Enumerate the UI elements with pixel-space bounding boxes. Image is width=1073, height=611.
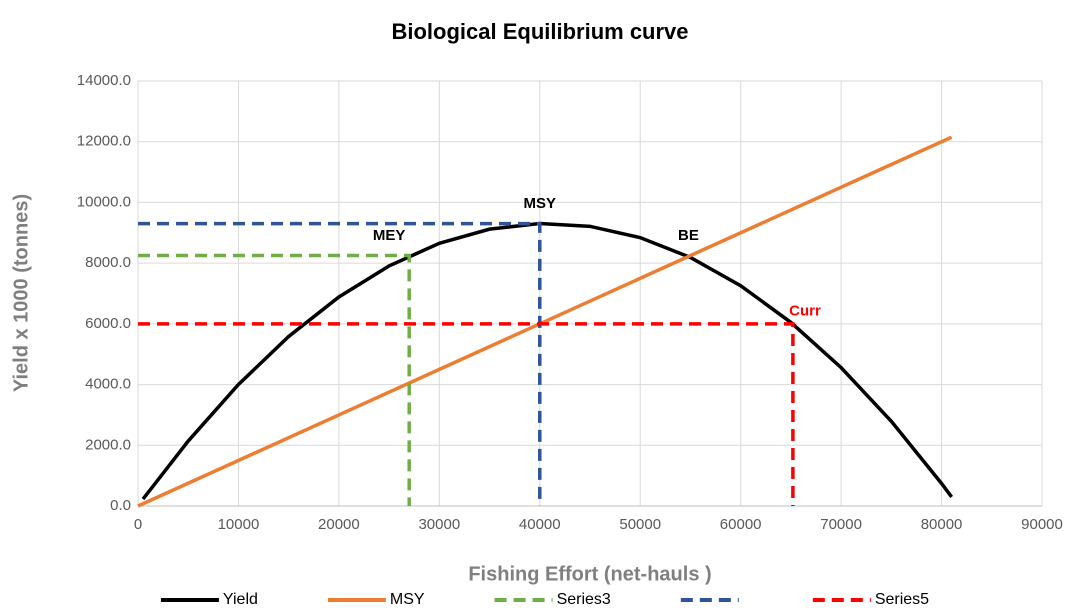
y-tick-label: 6000.0 [85,315,131,332]
legend: Yield MSY Series3 Series5 [160,591,929,608]
x-axis-title: Fishing Effort (net-hauls ) [468,563,711,585]
x-tick-label: 50000 [619,516,661,533]
series-line [141,221,954,501]
y-tick-label: 14000.0 [77,72,131,89]
y-tick-label: 0.0 [110,497,131,514]
annotation: MSY [524,195,557,212]
y-tick-label: 4000.0 [85,376,131,393]
y-tick-label: 8000.0 [85,254,131,271]
annotation: BE [678,227,699,244]
legend-label: Series3 [557,591,611,608]
y-tick-label: 2000.0 [85,436,131,453]
y-tick-label: 12000.0 [77,133,131,150]
x-tick-label: 90000 [1021,516,1063,533]
series-line [138,322,795,506]
annotation: MEY [373,227,406,244]
legend-label: MSY [390,591,425,608]
x-tick-label: 30000 [418,516,460,533]
y-axis-title: Yield x 1000 (tonnes) [10,194,32,392]
x-tick-label: 0 [134,516,142,533]
annotation: Curr [789,303,821,320]
x-tick-label: 10000 [218,516,260,533]
x-tick-label: 40000 [519,516,561,533]
y-tick-label: 10000.0 [77,193,131,210]
legend-label: Yield [223,591,258,608]
x-tick-label: 70000 [820,516,862,533]
x-tick-label: 80000 [921,516,963,533]
chart-title: Biological Equilibrium curve [391,19,688,44]
legend-label: Series5 [875,591,929,608]
series-line [138,253,411,506]
series-line [137,135,953,508]
x-tick-label: 60000 [720,516,762,533]
series-line [138,221,542,506]
x-tick-label: 20000 [318,516,360,533]
